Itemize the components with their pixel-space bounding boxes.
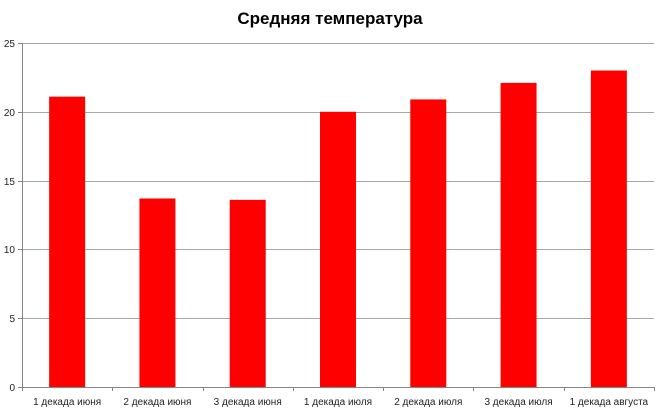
axes bbox=[18, 43, 655, 391]
y-tick-label: 10 bbox=[4, 245, 16, 256]
bar-5 bbox=[410, 99, 447, 387]
bar-2 bbox=[139, 198, 176, 387]
x-axis-tick-labels: 1 декада июня 2 декада июня 3 декада июня 1… bbox=[33, 397, 648, 408]
bar-7 bbox=[590, 70, 627, 388]
y-tick-label: 5 bbox=[9, 314, 15, 325]
y-tick-label: 25 bbox=[4, 39, 16, 50]
x-tick-label: 1 декада августа bbox=[570, 397, 649, 408]
bar-4 bbox=[320, 111, 356, 388]
y-axis-tick-labels: 0 5 10 15 20 25 bbox=[4, 39, 16, 394]
x-tick-label: 3 декада июня bbox=[214, 397, 282, 408]
y-tick-label: 20 bbox=[4, 108, 16, 119]
bar-6 bbox=[500, 82, 537, 388]
y-tick-label: 15 bbox=[4, 177, 16, 188]
chart-title: Средняя температура bbox=[237, 9, 423, 28]
bar-3 bbox=[229, 199, 266, 387]
x-tick-label: 1 декада июля bbox=[304, 397, 372, 408]
y-tick-label: 0 bbox=[9, 383, 15, 394]
x-tick-label: 2 декада июля bbox=[394, 397, 462, 408]
bars bbox=[49, 70, 627, 388]
x-tick-label: 2 декада июня bbox=[123, 397, 191, 408]
x-tick-label: 1 декада июня bbox=[33, 397, 101, 408]
bar-1 bbox=[49, 96, 86, 387]
x-tick-label: 3 декада июля bbox=[484, 397, 552, 408]
